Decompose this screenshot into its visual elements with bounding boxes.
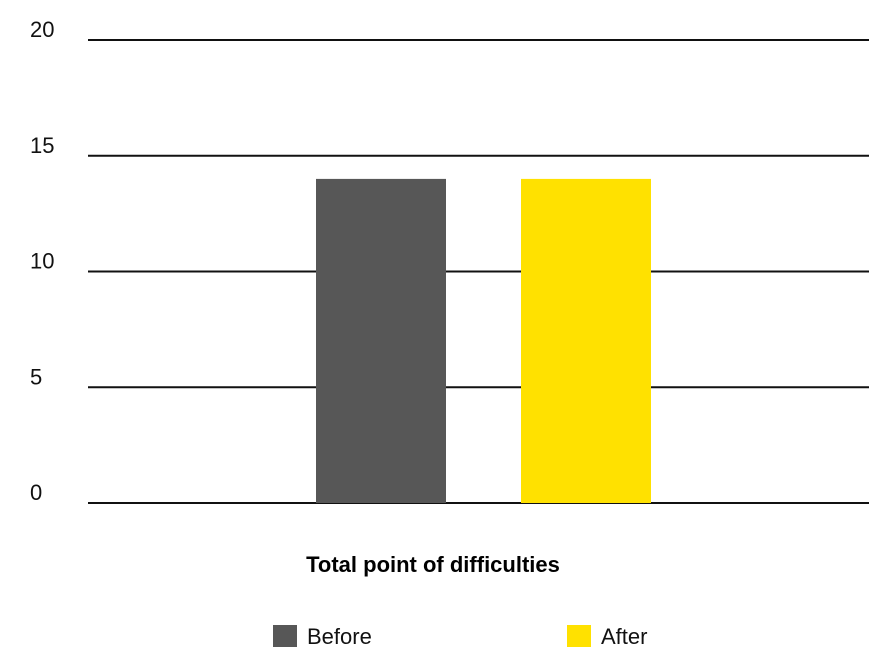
y-tick-label-5: 5 — [30, 364, 42, 389]
bar-after — [521, 178, 651, 503]
bar-before — [316, 178, 446, 503]
y-tick-label-10: 10 — [30, 249, 54, 274]
y-tick-label-15: 15 — [30, 133, 54, 158]
y-tick-label-0: 0 — [30, 480, 42, 505]
legend-label-before: Before — [307, 624, 372, 649]
y-tick-label-20: 20 — [30, 17, 54, 42]
gridlines — [88, 39, 869, 504]
category-label: Total point of difficulties — [306, 552, 560, 577]
legend-swatch-after — [567, 625, 591, 647]
legend: Before After — [273, 624, 647, 649]
legend-swatch-before — [273, 625, 297, 647]
bars — [316, 178, 651, 503]
legend-label-after: After — [601, 624, 647, 649]
y-axis-ticks: 0 5 10 15 20 — [30, 17, 54, 505]
